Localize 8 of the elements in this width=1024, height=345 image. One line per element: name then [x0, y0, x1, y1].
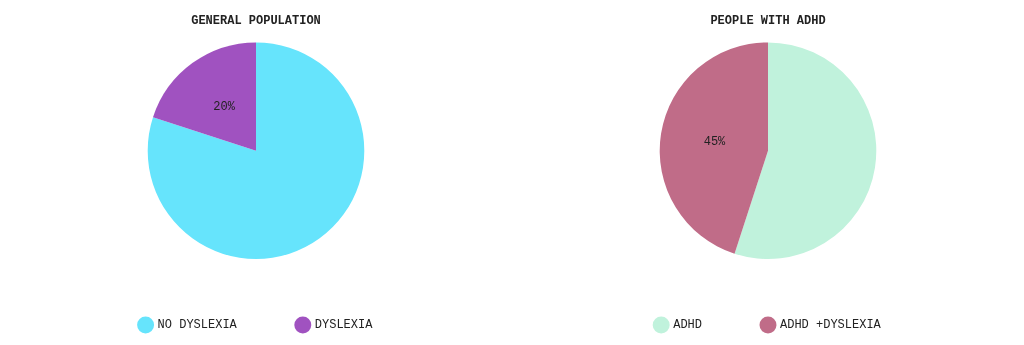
legend-label: ADHD +DYSLEXIA	[779, 318, 882, 333]
legend-label: DYSLEXIA	[314, 318, 374, 333]
chart-title: GENERAL POPULATION	[191, 14, 321, 29]
legend-label: NO DYSLEXIA	[157, 318, 238, 333]
legend-label: ADHD	[673, 318, 702, 333]
chart-title: PEOPLE WITH ADHD	[710, 14, 826, 29]
data-label: 45%	[703, 135, 727, 150]
data-label: 20%	[213, 100, 236, 115]
